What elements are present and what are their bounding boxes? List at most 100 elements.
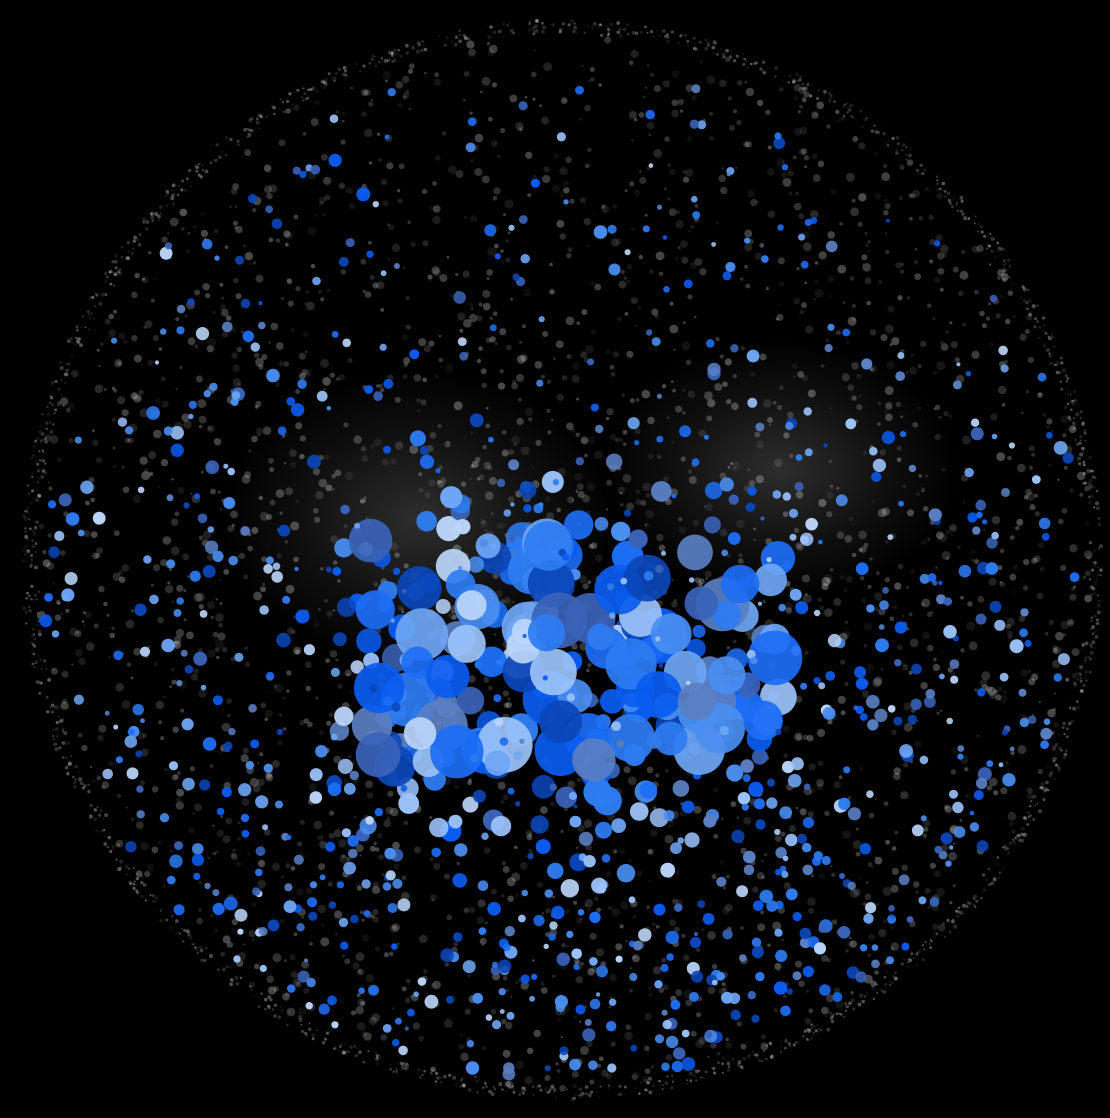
grey-particle: [457, 1081, 460, 1084]
grey-particle: [890, 942, 899, 951]
blue-bubble: [527, 853, 534, 860]
grey-particle: [1026, 314, 1033, 321]
grey-particle: [333, 79, 336, 82]
grey-particle: [54, 747, 59, 751]
grey-particle: [817, 160, 825, 167]
grey-particle: [278, 361, 284, 366]
grey-particle: [957, 545, 961, 549]
grey-particle: [574, 1093, 578, 1097]
grey-particle: [771, 1054, 774, 1057]
grey-particle: [96, 775, 102, 781]
grey-particle: [34, 439, 38, 443]
grey-particle: [552, 895, 555, 899]
grey-particle: [421, 40, 424, 43]
blue-bubble: [227, 467, 235, 476]
grey-particle: [182, 940, 185, 943]
grey-particle: [726, 1068, 731, 1073]
grey-particle: [698, 429, 706, 437]
grey-particle: [335, 658, 339, 662]
grey-particle: [306, 301, 315, 311]
grey-particle: [418, 1035, 424, 1042]
grey-particle: [844, 588, 848, 593]
grey-particle: [279, 1005, 282, 1008]
grey-particle: [296, 888, 304, 897]
grey-particle: [802, 84, 805, 86]
grey-particle: [296, 88, 300, 92]
blue-bubble: [800, 535, 809, 545]
grey-particle: [650, 1065, 655, 1069]
grey-particle: [776, 313, 784, 321]
grey-particle: [610, 22, 613, 26]
grey-particle: [49, 430, 54, 435]
grey-particle: [270, 690, 273, 694]
grey-particle: [408, 68, 413, 74]
blue-bubble: [216, 807, 225, 816]
blue-bubble: [720, 564, 760, 604]
grey-particle: [383, 58, 388, 63]
grey-particle: [119, 859, 123, 864]
grey-particle: [111, 386, 116, 391]
grey-particle: [346, 856, 352, 862]
blue-bubble: [998, 762, 1004, 768]
grey-particle: [656, 30, 659, 32]
grey-particle: [113, 388, 118, 393]
blue-bubble: [943, 625, 957, 639]
blue-bubble: [383, 696, 393, 707]
blue-bubble: [835, 494, 848, 507]
grey-particle: [368, 240, 372, 245]
blue-bubble: [278, 524, 291, 537]
grey-particle: [631, 227, 635, 232]
grey-particle: [482, 289, 491, 298]
grey-particle: [846, 111, 849, 114]
grey-particle: [894, 976, 898, 981]
grey-particle: [891, 337, 900, 346]
grey-particle: [181, 927, 183, 930]
grey-particle: [295, 389, 301, 395]
grey-particle: [845, 1004, 850, 1009]
grey-particle: [35, 598, 38, 601]
grey-particle: [647, 64, 650, 67]
grey-particle: [1020, 669, 1028, 677]
grey-particle: [947, 198, 952, 203]
grey-particle: [446, 255, 450, 259]
blue-bubble: [875, 638, 889, 653]
grey-particle: [909, 147, 912, 150]
grey-particle: [252, 994, 255, 997]
grey-particle: [278, 109, 281, 111]
grey-particle: [909, 366, 917, 375]
grey-particle: [622, 474, 632, 483]
grey-particle: [221, 331, 229, 338]
grey-particle: [128, 867, 131, 870]
blue-bubble: [466, 1040, 475, 1048]
grey-particle: [145, 227, 149, 231]
grey-particle: [502, 794, 509, 801]
grey-particle: [635, 870, 643, 877]
grey-particle: [631, 139, 634, 142]
grey-particle: [733, 109, 737, 114]
grey-particle: [1047, 336, 1052, 341]
blue-bubble: [258, 301, 263, 306]
grey-particle: [132, 495, 141, 503]
blue-bubble: [356, 187, 371, 202]
grey-particle: [895, 136, 899, 140]
blue-bubble: [48, 546, 60, 558]
grey-particle: [804, 165, 808, 169]
grey-particle: [303, 718, 309, 724]
grey-particle: [41, 469, 46, 473]
grey-particle: [876, 983, 878, 986]
grey-particle: [402, 266, 406, 269]
blue-bubble: [684, 586, 719, 621]
grey-particle: [858, 877, 861, 881]
blue-bubble: [224, 746, 231, 753]
blue-bubble: [199, 779, 211, 791]
blue-bubble: [778, 603, 786, 612]
grey-particle: [432, 215, 441, 224]
blue-bubble: [629, 802, 649, 821]
grey-particle: [870, 980, 877, 987]
grey-particle: [661, 1088, 664, 1091]
grey-particle: [884, 386, 894, 395]
grey-particle: [566, 354, 572, 359]
grey-particle: [988, 244, 992, 248]
blue-bubble: [608, 998, 617, 1006]
grey-particle: [301, 960, 309, 969]
